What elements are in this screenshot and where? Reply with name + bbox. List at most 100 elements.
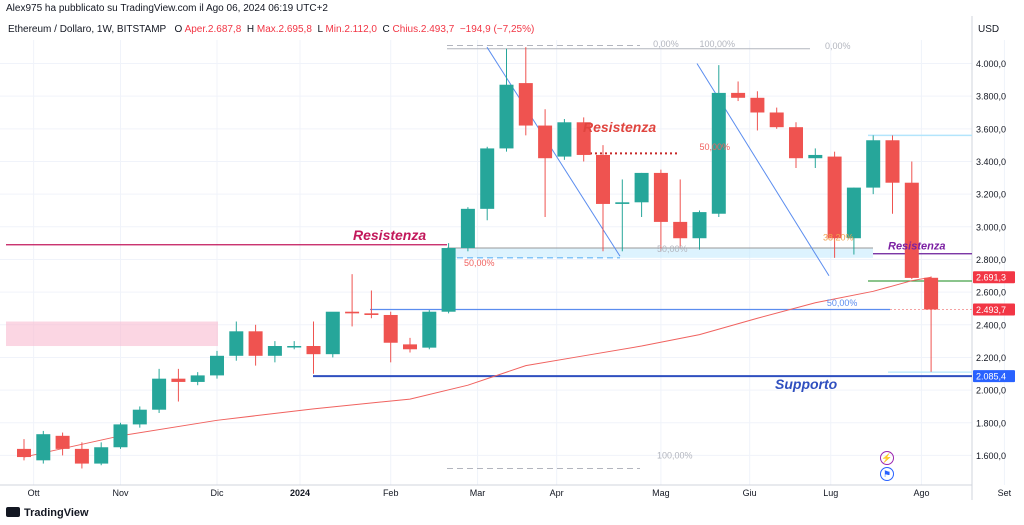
candle-body xyxy=(94,447,109,464)
candle-body xyxy=(846,187,861,239)
candle-body xyxy=(267,346,282,356)
ohlc-low: Min.2.112,0 xyxy=(325,24,377,35)
candle-body xyxy=(827,156,842,239)
tradingview-logo-icon xyxy=(6,507,20,517)
x-tick-label: Set xyxy=(998,488,1012,498)
x-tick-label: Giu xyxy=(743,488,757,498)
candle-body xyxy=(422,311,437,348)
fib-label: 0,00% xyxy=(825,41,851,51)
price-label-bg xyxy=(973,370,1015,383)
candle-body xyxy=(229,331,244,356)
candle-body xyxy=(596,154,610,204)
x-tick-label: Feb xyxy=(383,488,399,498)
price-label: 2.691,3 xyxy=(976,273,1006,283)
resistance-label-right: Resistenza xyxy=(888,241,945,253)
y-tick-label: 3.600,0 xyxy=(976,124,1006,134)
x-tick-label: Apr xyxy=(550,488,564,498)
y-tick-label: 2.600,0 xyxy=(976,288,1006,298)
symbol-name: Ethereum / Dollaro, 1W, BITSTAMP xyxy=(8,24,167,35)
candle-body xyxy=(538,125,553,159)
candle-body xyxy=(731,92,746,98)
candle-body xyxy=(287,346,302,348)
fib-label: 50,00% xyxy=(657,244,688,254)
y-tick-label: 1.800,0 xyxy=(976,418,1006,428)
y-tick-label: 3.200,0 xyxy=(976,190,1006,200)
price-label: 2.085,4 xyxy=(976,372,1006,382)
candle-body xyxy=(480,148,495,209)
candle-body xyxy=(576,122,591,155)
candle-body xyxy=(152,378,167,410)
fib-label: 0,00% xyxy=(653,39,679,49)
y-tick-label: 1.600,0 xyxy=(976,451,1006,461)
support-label: Supporto xyxy=(775,376,838,392)
fib-label: 50,00% xyxy=(827,298,858,308)
x-tick-label: 2024 xyxy=(290,488,310,498)
candle-body xyxy=(113,424,128,448)
candle-body xyxy=(36,434,51,461)
candle-body xyxy=(673,221,688,239)
y-tick-label: 3.400,0 xyxy=(976,157,1006,167)
x-tick-label: Dic xyxy=(211,488,224,498)
trend-line-1 xyxy=(486,46,621,257)
candle-body xyxy=(345,311,360,314)
y-tick-label: 4.000,0 xyxy=(976,59,1006,69)
ohlc-change: −194,9 (−7,25%) xyxy=(459,24,535,35)
y-tick-label: 3.800,0 xyxy=(976,92,1006,102)
publish-info: Alex975 ha pubblicato su TradingView.com… xyxy=(6,3,328,14)
candle-body xyxy=(808,154,823,159)
ohlc-open-label: O xyxy=(174,24,183,35)
ohlc-high-label: H xyxy=(246,24,255,35)
candle-body xyxy=(866,140,881,188)
x-tick-label: Ott xyxy=(28,488,41,498)
fib-label: 100,00% xyxy=(700,39,736,49)
ohlc-close-label: C xyxy=(382,24,390,35)
candle-body xyxy=(499,84,514,149)
fib-label: 50,00% xyxy=(700,142,731,152)
candle-body xyxy=(441,248,456,312)
fib-label: 38,20% xyxy=(823,233,854,243)
ohlc-open: Aper.2.687,8 xyxy=(184,24,242,35)
candle-body xyxy=(383,314,398,343)
candle-body xyxy=(171,378,186,382)
candle-body xyxy=(518,83,533,126)
price-label: 2.493,7 xyxy=(976,305,1006,315)
candle-body xyxy=(924,277,939,310)
candle-body xyxy=(306,346,321,355)
candle-body xyxy=(789,127,803,159)
footer-brand-label: TradingView xyxy=(24,507,89,519)
x-tick-label: Lug xyxy=(823,488,838,498)
candle-body xyxy=(55,435,70,449)
candle-body xyxy=(653,172,668,222)
resistance-label-center: Resistenza xyxy=(583,119,656,135)
ohlc-low-label: L xyxy=(317,24,323,35)
y-tick-label: 2.800,0 xyxy=(976,255,1006,265)
symbol-legend[interactable]: Ethereum / Dollaro, 1W, BITSTAMP O Aper.… xyxy=(8,24,534,35)
candle-body xyxy=(711,92,726,214)
candle-body xyxy=(74,448,89,464)
candle-body xyxy=(132,409,147,425)
x-tick-label: Nov xyxy=(112,488,129,498)
candle-body xyxy=(904,182,919,278)
candle-body xyxy=(692,212,707,239)
y-tick-label: 3.000,0 xyxy=(976,222,1006,232)
candle-body xyxy=(634,172,649,203)
lightning-icon[interactable]: ⚡ xyxy=(880,451,894,465)
candle-body xyxy=(769,112,784,128)
flag-icon[interactable]: ⚑ xyxy=(880,467,894,481)
candle-body xyxy=(210,355,224,376)
fib-label: 50,00% xyxy=(464,258,495,268)
moving-average-line xyxy=(23,276,932,458)
candle-body xyxy=(403,344,417,350)
footer-brand[interactable]: TradingView xyxy=(6,507,89,519)
resistance-label-left: Resistenza xyxy=(353,227,426,243)
price-label-bg xyxy=(973,271,1015,284)
x-tick-label: Mag xyxy=(652,488,670,498)
candle-body xyxy=(885,140,900,183)
candle-body xyxy=(557,122,572,157)
candle-body xyxy=(248,331,263,356)
x-tick-label: Mar xyxy=(470,488,486,498)
pink-zone xyxy=(6,321,218,347)
y-tick-label: 2.000,0 xyxy=(976,386,1006,396)
currency-label[interactable]: USD xyxy=(978,24,1000,35)
